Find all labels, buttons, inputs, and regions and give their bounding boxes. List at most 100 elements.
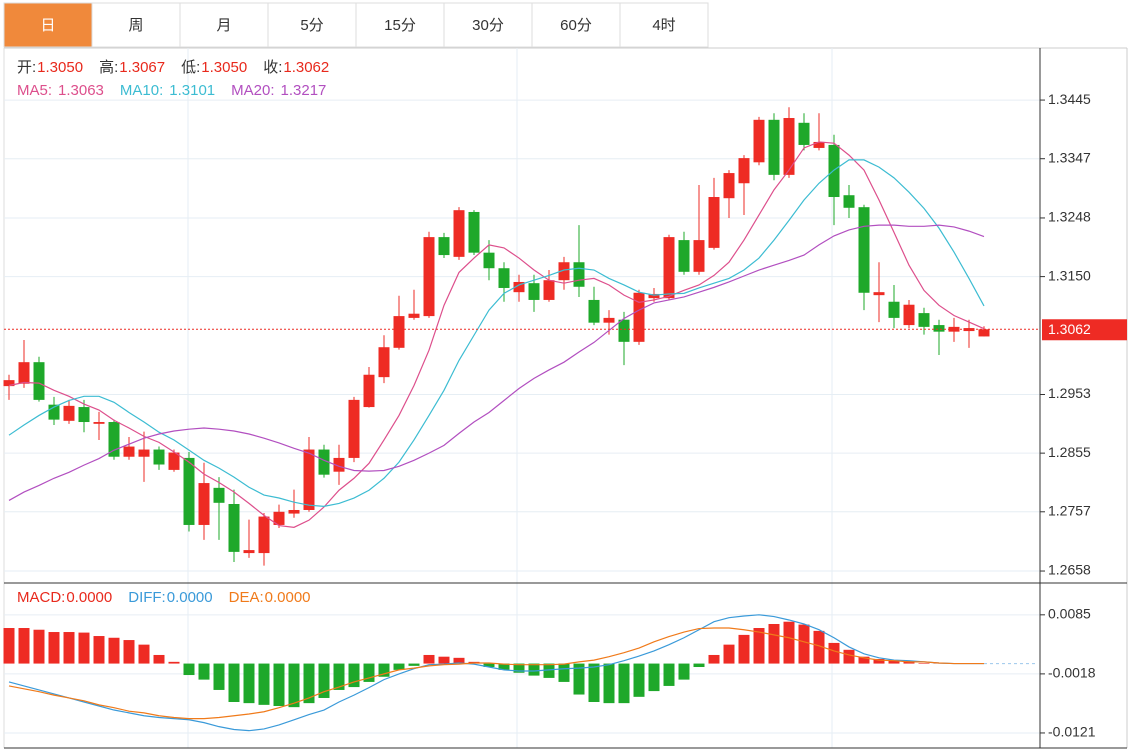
macd-bar xyxy=(663,663,675,686)
macd-bar xyxy=(18,628,30,664)
candle-body xyxy=(348,399,360,458)
candle-body xyxy=(363,374,375,408)
macd-bar xyxy=(363,663,375,682)
macd-bar xyxy=(858,656,870,664)
candle-body xyxy=(648,293,660,299)
macd-bar xyxy=(783,621,795,664)
ma-line xyxy=(8,141,985,528)
candle-body xyxy=(483,252,495,269)
candle-body xyxy=(873,292,885,296)
macd-bar xyxy=(573,663,585,695)
legend-value: 1.3067 xyxy=(119,59,165,76)
legend-label: 低: xyxy=(181,59,200,76)
candle-body xyxy=(453,210,465,257)
y-tick-label: 1.2953 xyxy=(1048,385,1091,401)
candle-body xyxy=(858,207,870,293)
macd-bar xyxy=(93,636,105,664)
candle-body xyxy=(303,449,315,510)
candle-body xyxy=(498,268,510,288)
candle-body xyxy=(93,422,105,424)
tab[interactable] xyxy=(267,2,357,48)
macd-bar xyxy=(228,663,240,702)
candle-body xyxy=(933,325,945,332)
candle-body xyxy=(588,299,600,323)
macd-bar xyxy=(588,663,600,702)
candle-body xyxy=(183,457,195,525)
candle-body xyxy=(918,313,930,327)
macd-bar xyxy=(33,629,45,664)
tab[interactable] xyxy=(443,2,533,48)
macd-bar xyxy=(558,663,570,682)
macd-bar xyxy=(288,663,300,708)
candle-body xyxy=(903,304,915,326)
y-tick-label: 1.2855 xyxy=(1048,444,1091,460)
ma-line xyxy=(8,224,985,501)
candle-body xyxy=(603,317,615,323)
macd-bar xyxy=(333,663,345,690)
legend-value: 1.3101 xyxy=(169,82,215,99)
legend-value: 1.3050 xyxy=(37,59,83,76)
candle-body xyxy=(423,237,435,317)
macd-bar xyxy=(108,637,120,664)
macd-bar xyxy=(423,654,435,664)
candle-body xyxy=(708,197,720,248)
legend-label: 高: xyxy=(99,59,118,76)
y-tick-label: 1.3347 xyxy=(1048,149,1091,165)
candle-body xyxy=(753,119,765,163)
tab-label[interactable]: 60分 xyxy=(560,17,592,34)
candle-body xyxy=(738,158,750,184)
tab-label[interactable]: 5分 xyxy=(300,17,323,34)
candle-body xyxy=(813,141,825,148)
tab-label[interactable]: 4时 xyxy=(652,17,675,34)
macd-bar xyxy=(378,663,390,677)
candle-body xyxy=(843,195,855,208)
macd-bar xyxy=(618,663,630,704)
candle-body xyxy=(543,280,555,300)
candle-body xyxy=(558,262,570,281)
legend-label: MA5: xyxy=(17,82,52,99)
legend-label: 收: xyxy=(263,59,282,76)
macd-bar xyxy=(348,663,360,688)
candle-body xyxy=(978,329,990,337)
tab-label[interactable]: 日 xyxy=(40,17,55,34)
candle-body xyxy=(693,240,705,272)
macd-bar xyxy=(48,632,60,664)
candle-body xyxy=(828,144,840,198)
legend-label: MA10: xyxy=(120,82,163,99)
macd-bar xyxy=(78,632,90,664)
macd-bar xyxy=(393,663,405,670)
tab[interactable] xyxy=(3,2,93,48)
candle-body xyxy=(153,449,165,465)
candle-body xyxy=(438,237,450,256)
legend-label: MACD: xyxy=(17,589,65,606)
legend-value: 1.3063 xyxy=(58,82,104,99)
tab-label[interactable]: 月 xyxy=(216,17,231,34)
macd-bar xyxy=(723,644,735,664)
candle-body xyxy=(273,511,285,525)
candle-body xyxy=(48,404,60,420)
tab-label[interactable]: 周 xyxy=(128,17,143,34)
macd-bar xyxy=(123,640,135,664)
macd-bar xyxy=(438,656,450,664)
candle-body xyxy=(408,313,420,318)
tab[interactable] xyxy=(619,2,709,48)
macd-bar xyxy=(303,663,315,704)
candle-body xyxy=(108,422,120,457)
ma-line xyxy=(8,159,985,508)
tab[interactable] xyxy=(355,2,445,48)
candle-body xyxy=(228,504,240,552)
candle-body xyxy=(123,446,135,457)
macd-bar xyxy=(528,663,540,676)
last-price-box xyxy=(1042,319,1127,341)
tab-label[interactable]: 15分 xyxy=(384,17,416,34)
candle-body xyxy=(78,407,90,423)
tab[interactable] xyxy=(531,2,621,48)
candle-body xyxy=(723,173,735,199)
last-price-label: 1.3062 xyxy=(1048,321,1091,337)
y-tick-label: 1.2658 xyxy=(1048,562,1091,578)
tab-label[interactable]: 30分 xyxy=(472,17,504,34)
y-tick-label: -0.0018 xyxy=(1048,665,1096,681)
tab[interactable] xyxy=(91,2,181,48)
candle-body xyxy=(18,362,30,384)
